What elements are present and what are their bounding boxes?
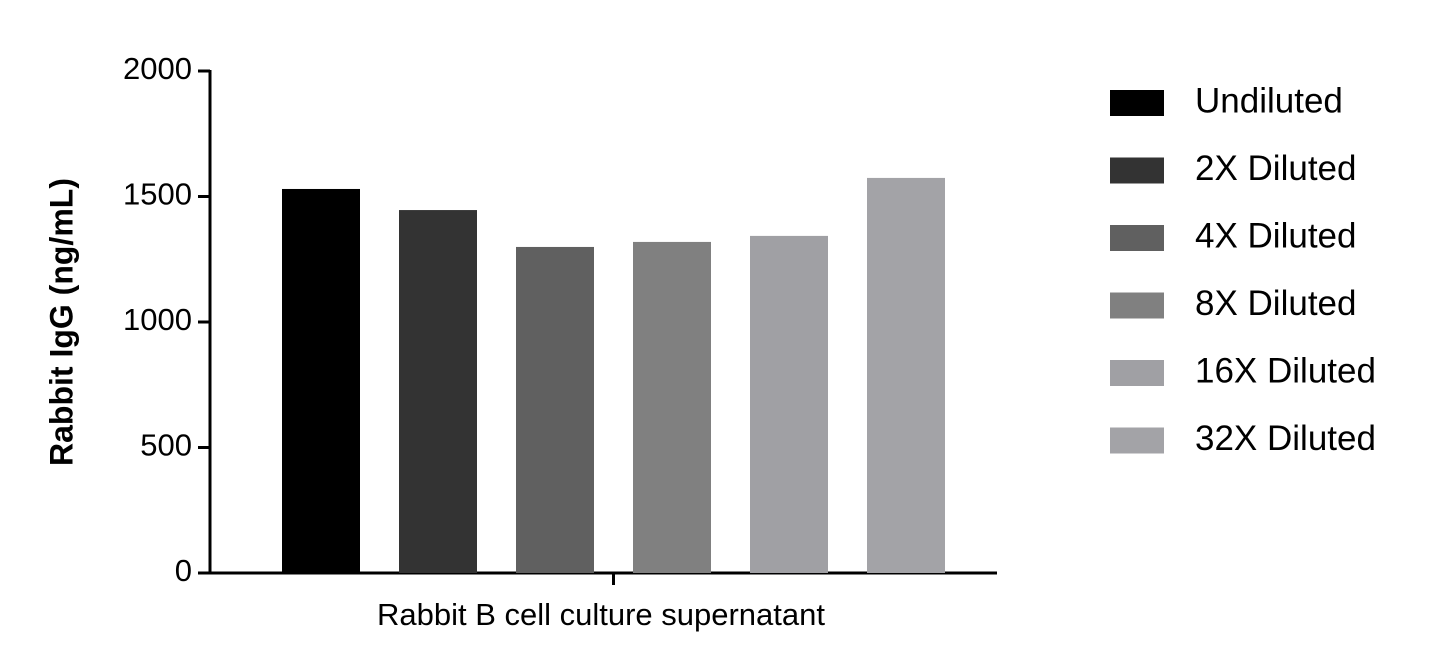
legend-swatch — [1110, 157, 1164, 184]
bar — [867, 177, 945, 573]
legend-swatch — [1110, 360, 1164, 386]
y-tick-label: 2000 — [123, 51, 192, 86]
legend-label: 8X Diluted — [1195, 284, 1356, 323]
legend-swatch — [1110, 225, 1164, 251]
bar — [399, 210, 477, 573]
bar — [750, 235, 828, 574]
legend-label: 32X Diluted — [1195, 419, 1376, 458]
y-tick-label: 500 — [140, 428, 192, 463]
legend-swatch — [1110, 292, 1164, 319]
legend-label: 16X Diluted — [1195, 351, 1376, 390]
legend-swatch — [1110, 90, 1164, 116]
bar — [516, 246, 594, 574]
x-axis-label: Rabbit B cell culture supernatant — [377, 597, 825, 632]
y-tick-label: 1000 — [123, 302, 192, 337]
y-tick-label: 0 — [175, 553, 192, 588]
bar — [282, 188, 360, 573]
bar — [633, 241, 711, 573]
legend-label: 2X Diluted — [1195, 149, 1356, 188]
legend-label: Undiluted — [1195, 81, 1343, 120]
legend-swatch — [1110, 427, 1164, 454]
y-tick-label: 1500 — [123, 177, 192, 212]
y-axis-label: Rabbit IgG (ng/mL) — [43, 178, 79, 466]
legend-label: 4X Diluted — [1195, 216, 1356, 255]
